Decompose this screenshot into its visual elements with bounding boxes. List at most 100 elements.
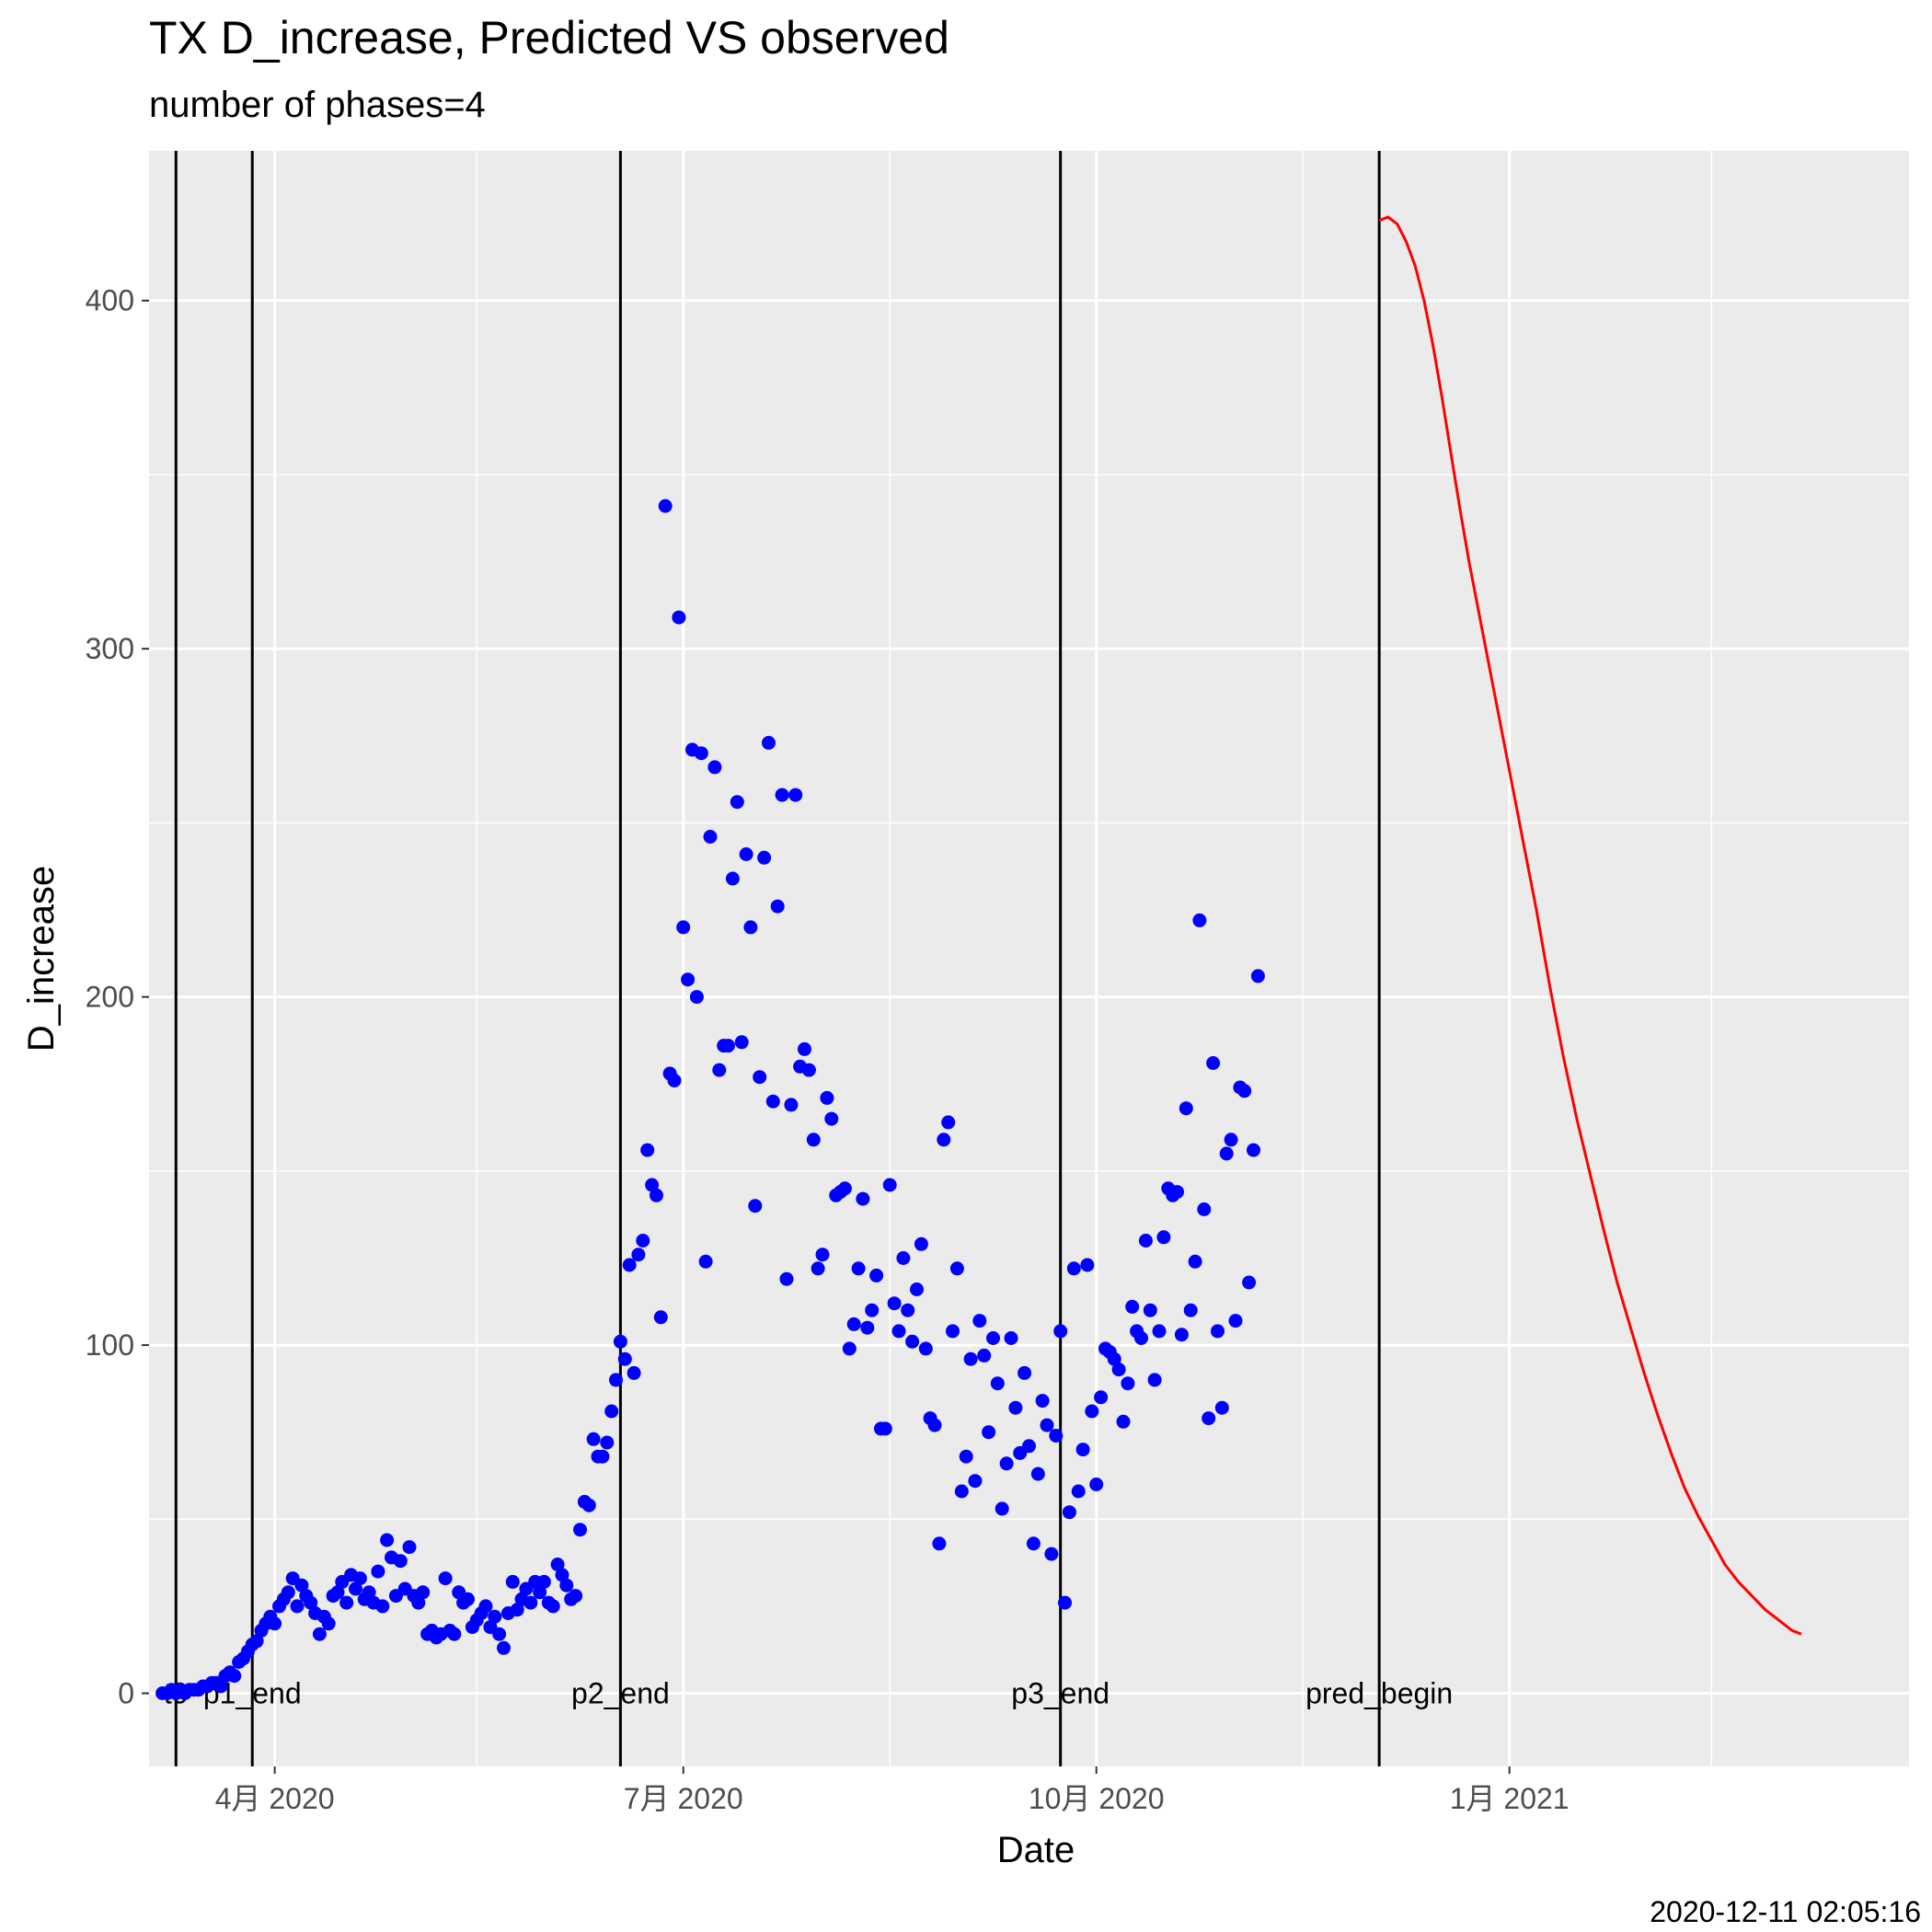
data-point bbox=[1237, 1084, 1252, 1098]
data-point bbox=[1143, 1303, 1157, 1317]
data-point bbox=[533, 1585, 547, 1600]
data-point bbox=[510, 1603, 524, 1617]
data-point bbox=[851, 1261, 866, 1276]
data-point bbox=[1094, 1390, 1109, 1405]
y-axis-title: D_increase bbox=[21, 866, 62, 1052]
data-point bbox=[734, 1035, 749, 1050]
data-point bbox=[362, 1585, 376, 1600]
data-point bbox=[1085, 1404, 1099, 1419]
data-point bbox=[878, 1421, 892, 1436]
data-point bbox=[977, 1348, 992, 1363]
data-point bbox=[213, 1679, 228, 1694]
data-point bbox=[753, 1070, 767, 1085]
data-point bbox=[393, 1554, 408, 1569]
data-point bbox=[865, 1303, 880, 1317]
data-point bbox=[1242, 1275, 1257, 1290]
data-point bbox=[1004, 1331, 1018, 1345]
data-point bbox=[937, 1133, 951, 1147]
data-point bbox=[1247, 1143, 1260, 1157]
data-point bbox=[1134, 1331, 1148, 1345]
data-point bbox=[811, 1261, 825, 1276]
data-point bbox=[860, 1320, 875, 1335]
data-point bbox=[941, 1115, 956, 1130]
x-tick-label: 1月 2021 bbox=[1450, 1782, 1570, 1815]
data-point bbox=[321, 1616, 336, 1631]
data-point bbox=[927, 1418, 942, 1432]
minor-gridlines bbox=[149, 151, 1909, 1766]
data-point bbox=[820, 1090, 834, 1105]
data-point bbox=[694, 746, 708, 761]
data-point bbox=[762, 735, 776, 750]
data-point bbox=[698, 1254, 713, 1269]
data-point bbox=[775, 788, 789, 802]
data-point bbox=[667, 1074, 682, 1087]
data-point bbox=[1147, 1373, 1162, 1387]
data-point bbox=[882, 1178, 897, 1192]
data-point bbox=[523, 1595, 538, 1610]
data-point bbox=[999, 1456, 1014, 1471]
data-point bbox=[824, 1111, 839, 1126]
data-point bbox=[972, 1314, 987, 1328]
data-point bbox=[837, 1181, 852, 1196]
data-point bbox=[1121, 1376, 1135, 1391]
data-point bbox=[1206, 1056, 1221, 1070]
data-point bbox=[1066, 1261, 1081, 1276]
data-point bbox=[959, 1449, 973, 1464]
data-point bbox=[1008, 1400, 1023, 1415]
y-tick-label: 100 bbox=[86, 1328, 134, 1362]
data-point bbox=[312, 1627, 327, 1641]
data-point bbox=[949, 1261, 964, 1276]
data-point bbox=[339, 1595, 354, 1610]
major-gridlines bbox=[149, 151, 1909, 1766]
data-point bbox=[569, 1589, 583, 1604]
data-point bbox=[1179, 1101, 1193, 1116]
data-point bbox=[1224, 1133, 1238, 1147]
data-point bbox=[1116, 1414, 1131, 1429]
data-point bbox=[488, 1609, 502, 1624]
data-point bbox=[1170, 1185, 1184, 1200]
data-point bbox=[676, 920, 691, 935]
data-point bbox=[555, 1568, 569, 1582]
data-point bbox=[788, 788, 803, 802]
data-point bbox=[613, 1334, 627, 1349]
data-point bbox=[995, 1501, 1009, 1516]
x-axis: 4月 2020 7月 2020 10月 2020 1月 2021 bbox=[215, 1766, 1570, 1815]
data-point bbox=[1080, 1258, 1095, 1272]
data-point bbox=[294, 1578, 309, 1593]
data-point bbox=[1022, 1439, 1036, 1454]
data-point bbox=[806, 1133, 821, 1147]
data-point bbox=[982, 1425, 996, 1440]
chart-title: TX D_increase, Predicted VS observed bbox=[149, 12, 949, 63]
data-point bbox=[281, 1585, 295, 1600]
data-point bbox=[887, 1296, 902, 1311]
data-point bbox=[478, 1599, 493, 1614]
data-point bbox=[672, 610, 686, 625]
plot-panel bbox=[149, 151, 1909, 1766]
data-point bbox=[869, 1268, 884, 1282]
data-point bbox=[371, 1564, 385, 1579]
data-point bbox=[1030, 1466, 1045, 1481]
data-point bbox=[730, 795, 744, 810]
data-point bbox=[249, 1634, 264, 1649]
data-point bbox=[681, 972, 696, 987]
data-point bbox=[1197, 1202, 1212, 1216]
data-point bbox=[963, 1351, 978, 1366]
data-point bbox=[891, 1324, 906, 1339]
data-point bbox=[770, 899, 785, 914]
data-point bbox=[586, 1432, 601, 1446]
y-tick-label: 300 bbox=[86, 632, 134, 665]
data-point bbox=[604, 1404, 619, 1419]
chart-subtitle: number of phases=4 bbox=[149, 85, 486, 125]
data-point bbox=[1125, 1299, 1140, 1314]
data-point bbox=[227, 1669, 242, 1684]
data-point bbox=[1219, 1146, 1234, 1161]
data-point bbox=[492, 1627, 507, 1641]
data-point bbox=[1214, 1400, 1229, 1415]
y-tick-label: 400 bbox=[86, 284, 134, 317]
data-point bbox=[559, 1578, 574, 1593]
phase-line-label: pred_begin bbox=[1305, 1677, 1453, 1710]
data-point bbox=[573, 1523, 587, 1537]
x-tick-label: 7月 2020 bbox=[624, 1782, 743, 1815]
data-point bbox=[721, 1039, 735, 1053]
data-point bbox=[1040, 1418, 1054, 1432]
